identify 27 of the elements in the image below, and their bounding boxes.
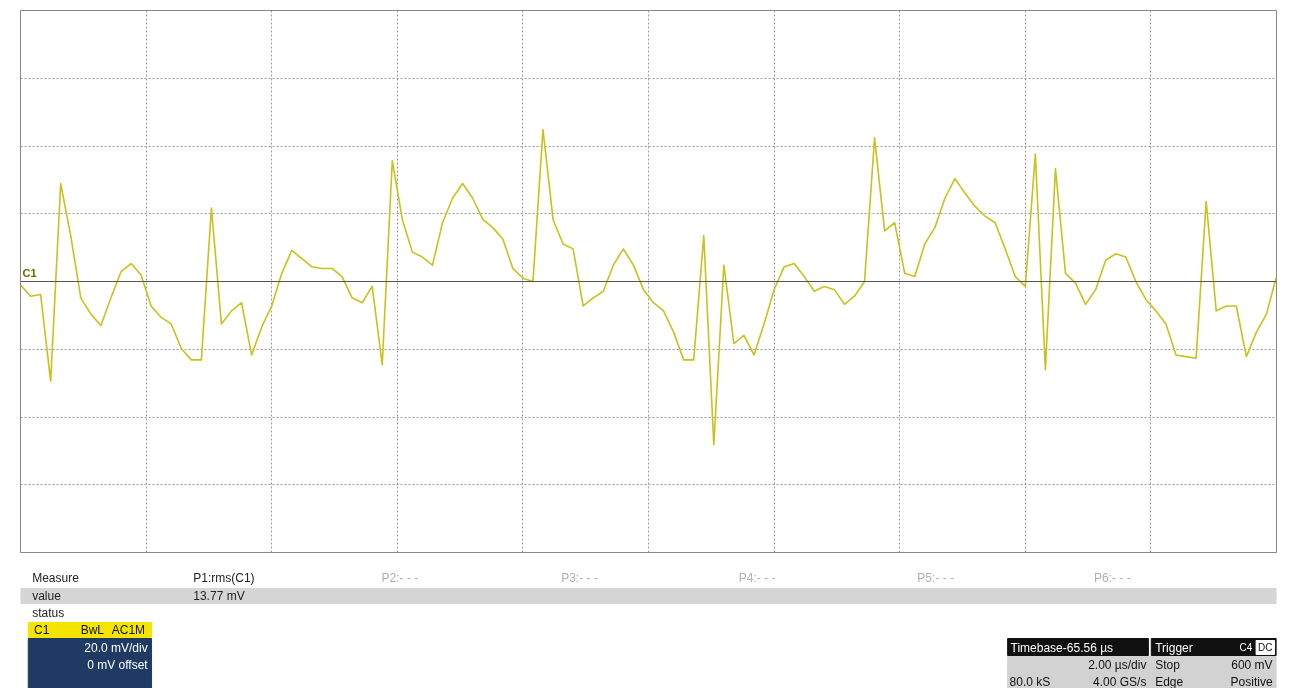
text: Timebase-65.56 µs <box>1010 640 1114 655</box>
text: P4:- - - <box>738 570 776 585</box>
text: 2.00 µs/div <box>1088 657 1147 672</box>
text: Measure <box>32 570 80 585</box>
text: 4.00 GS/s <box>1093 674 1147 688</box>
text: status <box>32 605 65 620</box>
text: 20.0 mV/div <box>84 640 148 655</box>
text: value <box>32 588 62 603</box>
text: P5:- - - <box>917 570 955 585</box>
text: DC <box>1258 642 1273 653</box>
text: AC1M <box>111 622 146 637</box>
annotation: C1 <box>22 266 37 279</box>
text: P2:- - - <box>381 570 419 585</box>
text: P6:- - - <box>1094 570 1131 585</box>
text: C4 <box>1239 642 1253 653</box>
text: Stop <box>1155 657 1181 672</box>
text: P1:rms(C1) <box>193 570 255 585</box>
text: BwL <box>80 622 105 637</box>
text: 13.77 mV <box>193 588 245 603</box>
text: 0 mV offset <box>87 657 149 672</box>
text: 80.0 kS <box>1009 674 1051 688</box>
text: Positive <box>1230 674 1273 688</box>
text: C1 <box>34 622 50 637</box>
text: 600 mV <box>1231 657 1273 672</box>
text: P3:- - - <box>561 570 598 585</box>
text: Trigger <box>1155 640 1193 655</box>
text: Edge <box>1155 674 1184 688</box>
